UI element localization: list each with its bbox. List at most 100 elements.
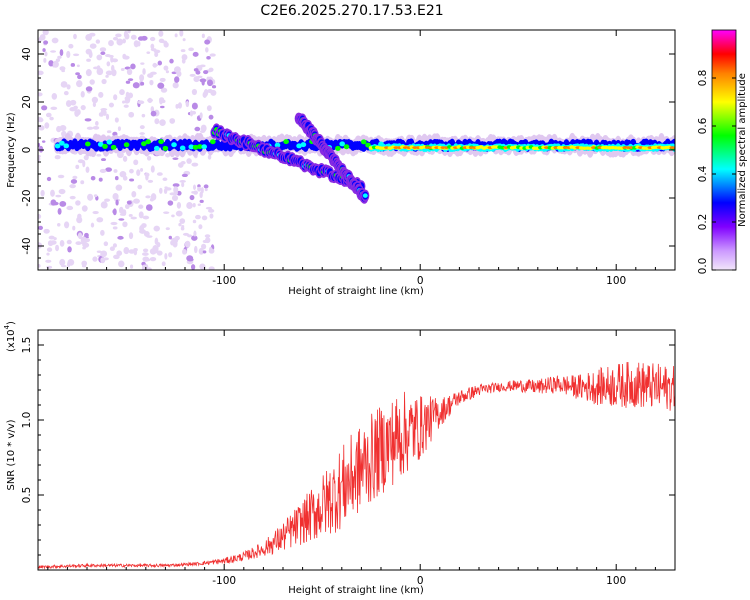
snr-multiplier: (x104) — [3, 321, 17, 352]
noise-cell — [112, 226, 118, 230]
noise-cell — [208, 208, 215, 213]
noise-cell — [167, 200, 174, 206]
noise-cell — [179, 30, 184, 37]
noise-cell — [156, 172, 163, 176]
noise-cell — [191, 88, 198, 96]
noise-cell — [201, 243, 207, 250]
snr-y-tick-label: 1.0 — [21, 412, 33, 429]
noise-cell — [186, 158, 192, 164]
noise-cell — [152, 62, 158, 68]
noise-cell — [96, 250, 102, 253]
noise-cell — [112, 192, 119, 200]
noise-cell — [125, 91, 130, 99]
snr-x-tick-label: 0 — [417, 575, 424, 587]
noise-cell — [206, 79, 214, 87]
band-bright — [335, 145, 341, 151]
noise-cell — [105, 74, 109, 78]
noise-cell — [137, 184, 143, 190]
noise-cell — [38, 145, 44, 153]
noise-cell — [80, 104, 86, 111]
noise-cell — [96, 217, 104, 223]
noise-cell — [77, 232, 83, 240]
band-bright — [197, 144, 203, 150]
spectrogram-y-tick-label: 0 — [21, 147, 33, 154]
noise-cell — [44, 51, 48, 57]
noise-cell — [60, 81, 68, 88]
noise-cell — [96, 54, 103, 61]
noise-cell — [198, 247, 204, 255]
noise-cell — [197, 203, 201, 207]
noise-cell — [96, 153, 102, 157]
noise-cell — [149, 79, 154, 86]
band-bright — [84, 141, 91, 147]
noise-cell — [211, 85, 217, 89]
noise-cell — [119, 206, 124, 214]
snr-x-label: Height of straight line (km) — [288, 585, 424, 596]
noise-cell — [93, 194, 98, 198]
noise-cell — [149, 198, 154, 202]
noise-cell — [150, 165, 155, 173]
band-bright — [188, 144, 195, 150]
noise-cell — [149, 257, 157, 262]
noise-cell — [104, 54, 111, 58]
noise-cell — [118, 218, 125, 221]
noise-cell — [86, 126, 94, 130]
noise-cell — [189, 73, 196, 77]
noise-cell — [165, 70, 170, 74]
colorbar-gradient — [711, 29, 737, 271]
noise-cell — [195, 214, 201, 220]
noise-cell — [141, 113, 146, 118]
noise-cell — [136, 169, 141, 176]
noise-cell — [99, 47, 107, 52]
noise-cell — [164, 186, 168, 189]
noise-cell — [77, 213, 82, 220]
snr-y-tick-label: 0.5 — [21, 487, 33, 504]
noise-cell — [201, 215, 208, 221]
noise-cell — [201, 79, 205, 86]
noise-cell — [172, 82, 179, 89]
noise-cell — [115, 199, 119, 206]
colorbar-ticks: 0.0 0.2 0.4 0.6 0.8 — [697, 70, 736, 274]
chart-title: C2E6.2025.270.17.53.E21 — [260, 3, 443, 19]
noise-cell — [89, 43, 97, 49]
noise-cell — [42, 31, 47, 35]
noise-cell — [92, 102, 97, 108]
noise-cell — [105, 167, 113, 172]
noise-cell — [161, 261, 166, 267]
snr-x-axis: -100 0 100 — [47, 330, 676, 587]
noise-cell — [45, 112, 52, 118]
noise-cell — [204, 188, 208, 192]
noise-cell — [137, 40, 141, 47]
colorbar-tick-label: 0.2 — [697, 214, 709, 231]
colorbar-tick-label: 0.4 — [697, 165, 709, 182]
noise-cell — [181, 182, 185, 188]
noise-cell — [116, 38, 124, 46]
noise-cell — [179, 180, 186, 183]
noise-cell — [73, 33, 77, 40]
noise-cell — [80, 180, 85, 185]
band-bright — [54, 143, 61, 149]
noise-cell — [75, 164, 80, 170]
noise-cell — [114, 176, 119, 181]
snr-line-area — [38, 362, 675, 570]
noise-cell — [163, 188, 168, 194]
noise-cell — [205, 47, 209, 53]
noise-cell — [141, 267, 149, 270]
snr-x-tick-label: -100 — [212, 575, 236, 587]
noise-cell — [72, 175, 78, 180]
band-bright — [201, 144, 208, 150]
noise-cell — [169, 58, 174, 64]
noise-cell — [147, 97, 153, 104]
noise-cell — [193, 76, 200, 83]
noise-cell — [116, 250, 123, 257]
noise-cell — [115, 184, 123, 191]
snr-panel: -100 0 100 0.5 1.0 1.5 Height of straight li… — [3, 321, 676, 596]
noise-cell — [174, 33, 178, 38]
snr-y-label: SNR (10 * v/v) — [6, 419, 17, 490]
noise-cell — [159, 97, 165, 102]
noise-cell — [170, 238, 177, 241]
noise-cell — [164, 252, 168, 260]
noise-cell — [94, 121, 99, 126]
noise-cell — [48, 60, 54, 67]
noise-cell — [46, 265, 53, 269]
